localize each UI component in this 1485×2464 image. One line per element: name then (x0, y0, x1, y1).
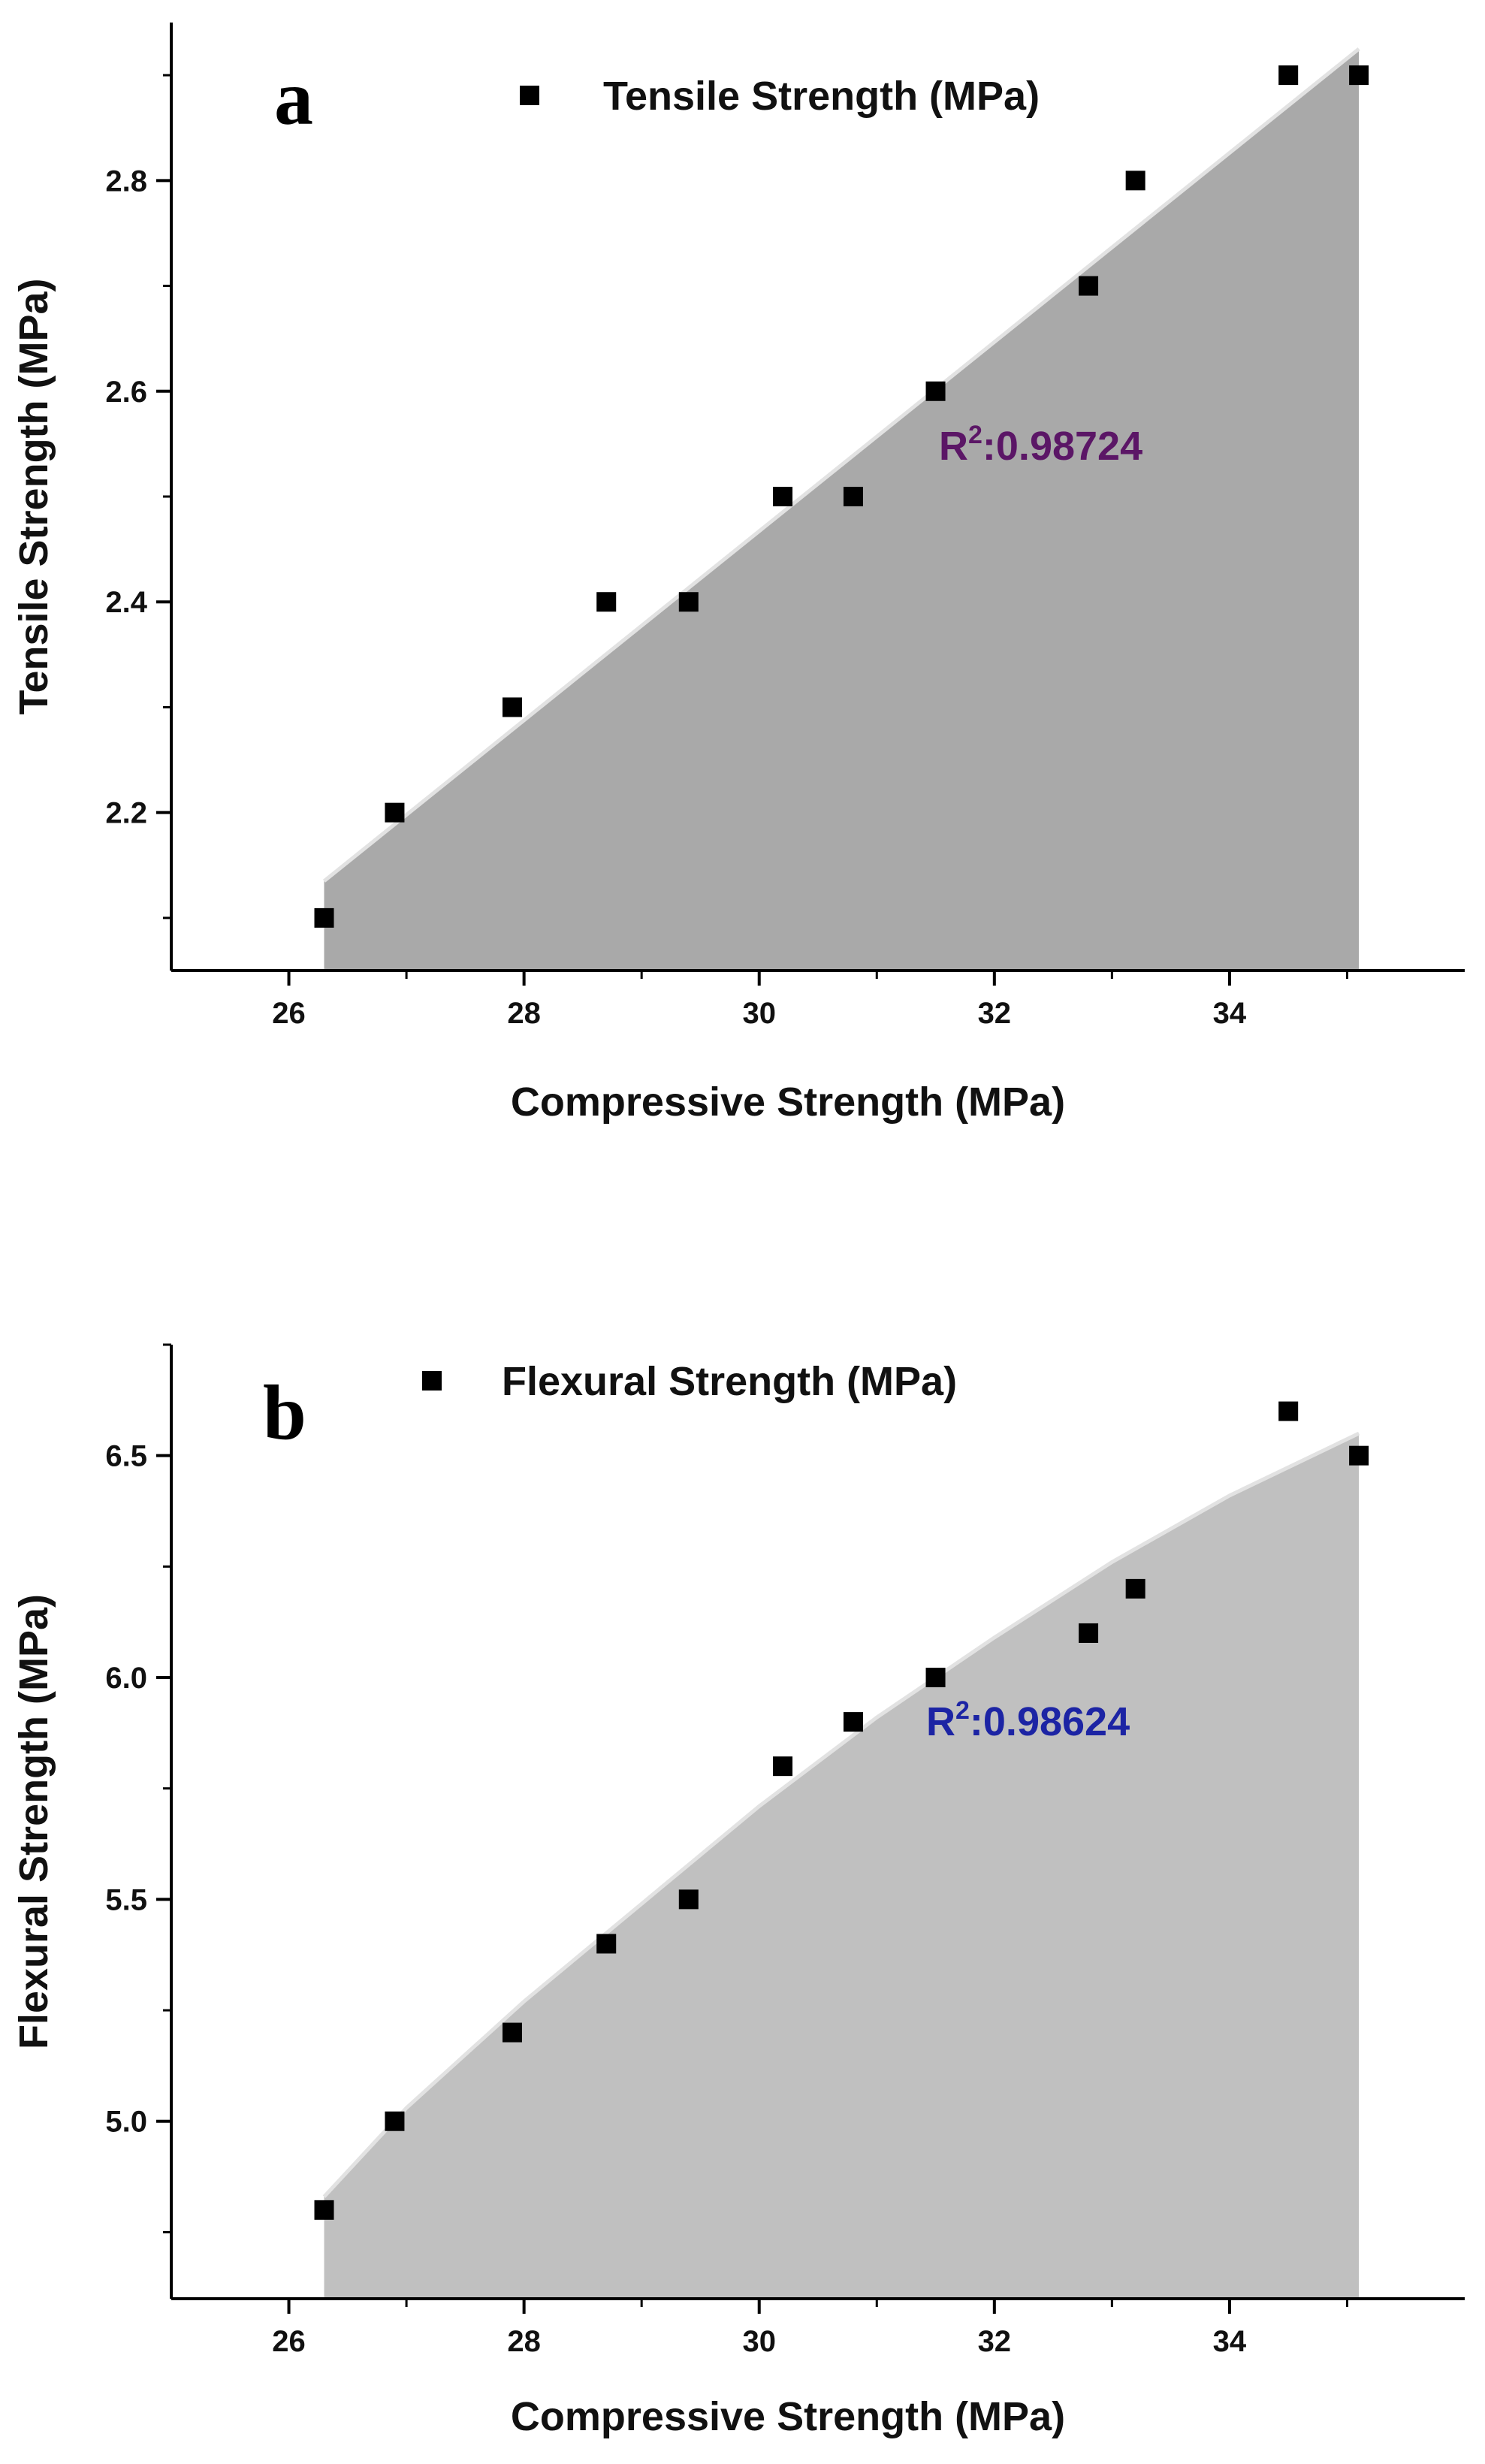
fit-line (322, 47, 1360, 883)
data-point (773, 1756, 793, 1777)
y-axis-label: Flexural Strength (MPa) (11, 1594, 56, 2049)
y-tick-label: 6.5 (105, 1440, 147, 1473)
r2-value: :0.98624 (970, 1699, 1130, 1744)
fit-line (322, 1431, 1360, 2198)
data-point (1125, 1578, 1145, 1599)
y-tick-label: 2.6 (105, 376, 147, 409)
x-tick-label: 34 (1213, 2325, 1247, 2358)
x-tick-label: 26 (272, 2325, 306, 2358)
data-point (773, 487, 793, 506)
data-point (502, 2022, 522, 2043)
data-point (596, 592, 617, 612)
r2-superscript: 2 (955, 1696, 970, 1725)
panel-a-label: a (274, 55, 313, 141)
x-tick-label: 30 (742, 2325, 776, 2358)
r-squared-annotation: R2:0.98624 (926, 1696, 1130, 1744)
panel-b: b 26 28 30 32 34 5.0 5.5 6.0 6.5 Compressive Stre… (11, 1343, 1465, 2439)
r-squared-annotation: R2:0.98724 (939, 421, 1142, 469)
legend-label: Tensile Strength (MPa) (603, 74, 1040, 119)
panel-b-label: b (263, 1369, 306, 1456)
x-tick-label: 34 (1213, 997, 1247, 1030)
r2-value: :0.98724 (982, 424, 1142, 469)
data-point (678, 592, 699, 612)
x-tick-label: 32 (978, 997, 1012, 1030)
data-point (1278, 65, 1299, 86)
y-tick-label: 2.8 (105, 165, 147, 198)
r2-superscript: 2 (968, 421, 982, 449)
x-tick-label: 32 (978, 2325, 1012, 2358)
data-point (385, 2111, 405, 2131)
data-point (1125, 171, 1145, 191)
data-point (1079, 1623, 1099, 1643)
y-tick-label: 5.0 (105, 2106, 147, 2139)
data-point (596, 1934, 617, 1954)
data-point (843, 1712, 863, 1732)
data-point (925, 1668, 946, 1688)
r2-prefix: R (926, 1699, 955, 1744)
data-point (314, 907, 334, 928)
data-point (1349, 65, 1369, 86)
y-axis-label: Tensile Strength (MPa) (11, 278, 56, 714)
fit-area (324, 1433, 1360, 2299)
data-point (1079, 276, 1099, 296)
x-axis-label: Compressive Strength (MPa) (511, 2394, 1065, 2439)
data-point (502, 697, 522, 717)
legend-label: Flexural Strength (MPa) (502, 1359, 957, 1404)
fit-area (324, 49, 1360, 971)
panel-a: a 26 28 30 32 34 2.2 2.4 2.6 2.8 Compressive Stre… (11, 23, 1465, 1125)
x-tick-label: 30 (742, 997, 776, 1030)
data-point (843, 487, 863, 506)
data-point (1349, 1445, 1369, 1466)
data-point (678, 1889, 699, 1910)
y-tick-label: 2.4 (105, 586, 147, 619)
y-tick-label: 5.5 (105, 1883, 147, 1916)
x-tick-label: 28 (507, 2325, 541, 2358)
x-tick-label: 28 (507, 997, 541, 1030)
y-tick-label: 6.0 (105, 1662, 147, 1695)
data-point (314, 2200, 334, 2220)
data-point (925, 381, 946, 401)
legend-marker (520, 86, 539, 105)
data-point (1278, 1401, 1299, 1421)
r2-prefix: R (939, 424, 968, 469)
x-tick-label: 26 (272, 997, 306, 1030)
y-tick-label: 2.2 (105, 797, 147, 830)
data-point (385, 802, 405, 823)
x-axis-label: Compressive Strength (MPa) (511, 1080, 1065, 1125)
legend-marker (422, 1371, 442, 1391)
